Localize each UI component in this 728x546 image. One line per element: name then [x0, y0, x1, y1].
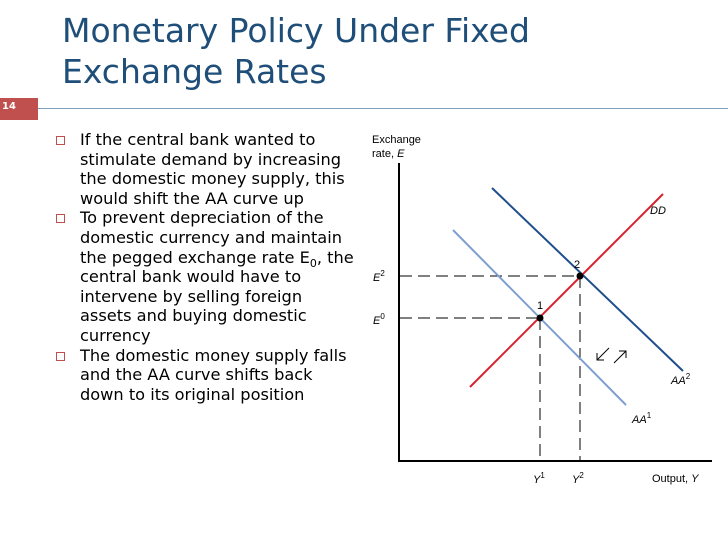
dd-curve [491, 187, 684, 372]
e2-label: E2 [373, 269, 385, 284]
aa1-label: AA1 [631, 411, 652, 426]
aa2-curve [469, 193, 664, 388]
e0-label: E0 [373, 312, 385, 327]
bullet-text: The domestic money supply falls and the … [80, 345, 347, 404]
bullet-text-post: , the central bank would have to interve… [80, 247, 354, 345]
bullet-item: To prevent depreciation of the domestic … [54, 208, 354, 345]
slide-number: 14 [2, 101, 16, 112]
title-line-1: Monetary Policy Under Fixed [62, 11, 530, 50]
title-rule [38, 108, 728, 109]
subscript-zero: 0 [309, 256, 317, 270]
square-bullet-icon [56, 214, 65, 224]
bullet-item: If the central bank wanted to stimulate … [54, 130, 354, 208]
shift-arrows-icon [596, 347, 627, 364]
aa2-label: AA2 [670, 372, 691, 387]
point-1-label: 1 [537, 300, 543, 312]
y-axis-label-line-1: Exchange [372, 134, 421, 146]
dd-label: DD [650, 205, 666, 217]
equilibrium-point-2 [576, 272, 584, 280]
bullet-item: The domestic money supply falls and the … [54, 346, 354, 405]
bullet-text: To prevent depreciation of the domestic … [80, 208, 354, 345]
y-axis-label-line-2: rate, E [372, 148, 405, 160]
square-bullet-icon [56, 351, 65, 361]
square-bullet-icon [56, 136, 65, 145]
point-2-label: 2 [574, 259, 580, 271]
slide-title: Monetary Policy Under Fixed Exchange Rat… [62, 10, 682, 92]
bullet-text-pre: To prevent depreciation of the domestic … [80, 208, 342, 267]
y1-label: Y1 [533, 471, 545, 486]
y2-label: Y2 [572, 471, 584, 486]
equilibrium-point-1 [536, 314, 544, 322]
slide-number-bar [0, 98, 38, 120]
x-axis-label: Output, Y [652, 473, 699, 485]
bullet-text: If the central bank wanted to stimulate … [80, 130, 345, 208]
title-line-2: Exchange Rates [62, 52, 327, 91]
bullet-list: If the central bank wanted to stimulate … [54, 130, 354, 404]
